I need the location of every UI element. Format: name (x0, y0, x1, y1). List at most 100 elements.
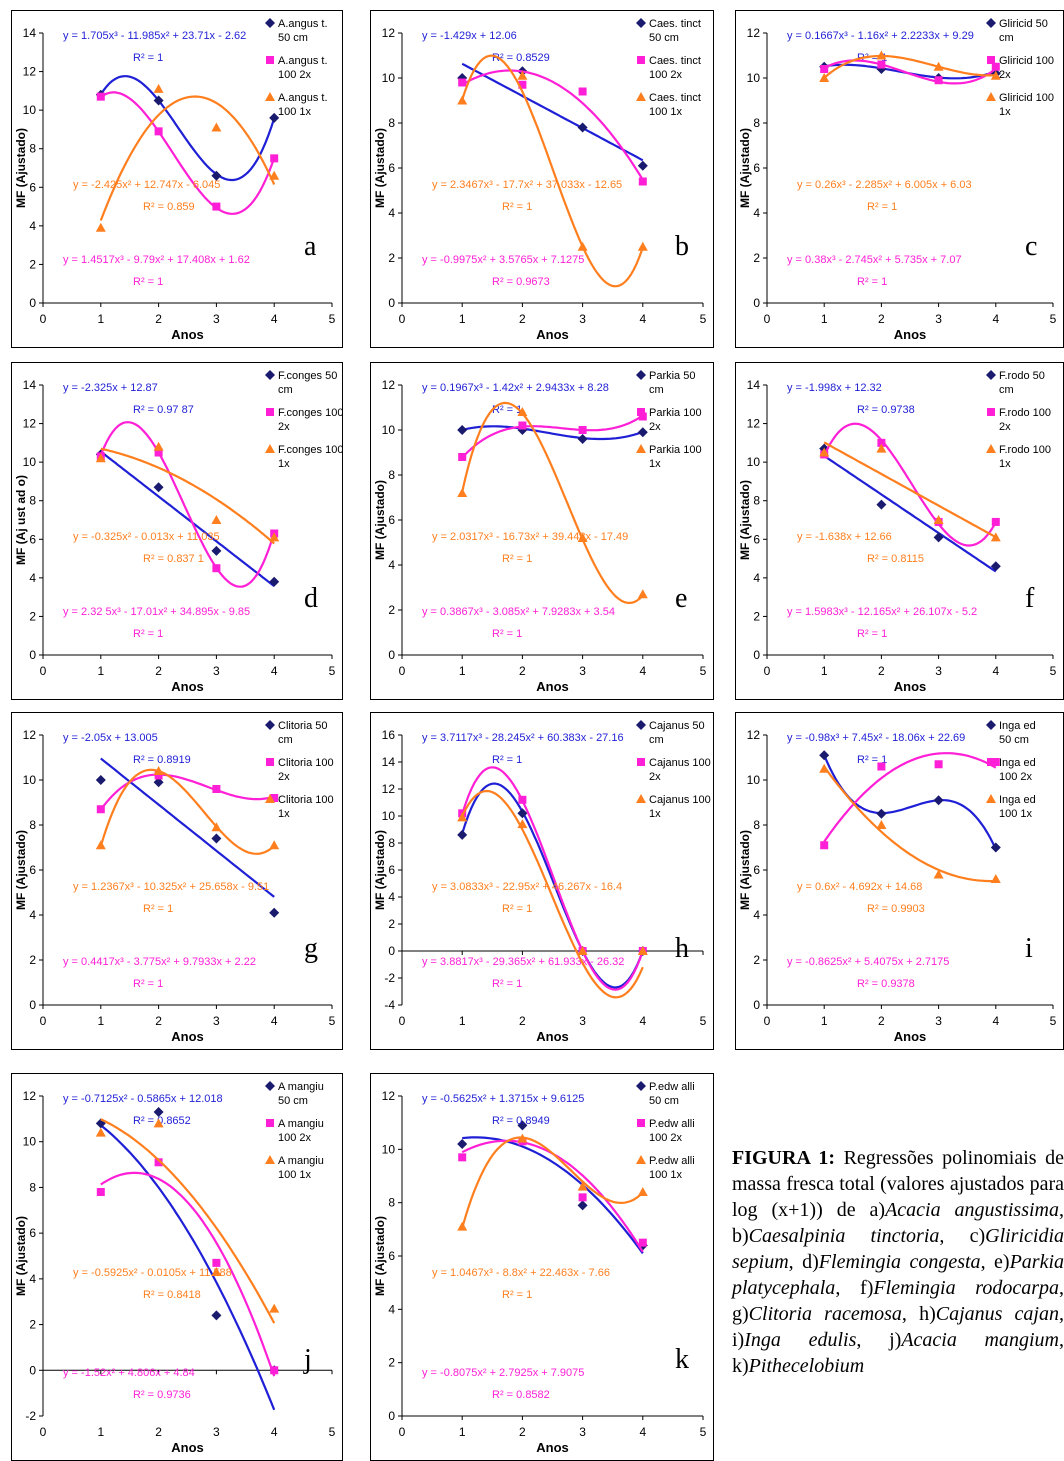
data-point-square (518, 80, 527, 89)
legend-label-line: Cajanus 100 (649, 757, 711, 769)
data-point-square (458, 78, 467, 87)
r-squared-label: R² = 1 (502, 903, 532, 915)
y-tick-label: 6 (29, 863, 36, 877)
data-point-triangle (211, 122, 222, 132)
fit-curve-orange (461, 789, 644, 999)
regression-equation: y = 2.0317x³ - 16.73x² + 39.448x - 17.49 (432, 531, 628, 543)
legend-marker-square (987, 758, 995, 766)
caption-species-item: i)Inga edulis (732, 1329, 856, 1351)
r-squared-label: R² = 1 (502, 1289, 532, 1301)
data-point-triangle (269, 532, 280, 542)
data-point-triangle (819, 73, 830, 82)
figure-caption: FIGURA 1: Regressões polinomiais de mass… (732, 1145, 1064, 1379)
x-tick-label: 1 (459, 664, 466, 678)
data-point-triangle (577, 1181, 588, 1191)
x-tick-label: 2 (155, 1425, 162, 1439)
r-squared-label: R² = 1 (492, 978, 522, 990)
data-point-diamond (211, 1310, 222, 1321)
legend-label-line: A mangiu (278, 1081, 324, 1093)
y-tick-label: 0 (753, 998, 760, 1012)
x-tick-label: 2 (155, 664, 162, 678)
y-tick-label: 10 (747, 455, 761, 469)
legend-label-line: F.conges 50 (278, 370, 337, 382)
caption-species-name: Acacia angustissima (885, 1199, 1059, 1221)
x-tick-label: 1 (821, 312, 828, 326)
y-tick-label: 8 (29, 494, 36, 508)
caption-species-letter: e) (994, 1251, 1010, 1273)
legend-marker-diamond (265, 1081, 275, 1091)
legend-marker-square (637, 758, 645, 766)
legend-marker-square (987, 56, 995, 64)
data-point-square (638, 1238, 647, 1247)
fit-curve-magenta (100, 1171, 276, 1377)
fit-curve-magenta (100, 91, 276, 215)
data-point-square (96, 805, 105, 814)
y-tick-label: 4 (29, 571, 36, 585)
regression-equation: y = 0.6x² - 4.692x + 14.68 (797, 881, 922, 893)
data-point-square (638, 177, 647, 186)
r-squared-label: R² = 1 (857, 276, 887, 288)
data-point-square (877, 438, 886, 447)
regression-equation: y = 3.7117x³ - 28.245x² + 60.383x - 27.1… (422, 732, 624, 744)
legend-marker-triangle (265, 1155, 275, 1164)
caption-species-item: c)Gliricidia sepium (732, 1225, 1064, 1273)
y-tick-label: 10 (382, 423, 396, 437)
legend-label-line: 100 1x (999, 808, 1033, 820)
x-tick-label: 1 (821, 1014, 828, 1028)
fit-curve-orange (461, 401, 644, 604)
fit-curve-blue (461, 62, 644, 162)
y-tick-label: 0 (29, 296, 36, 310)
y-axis-label: MF (Ajustado) (738, 830, 752, 910)
chart-panel-k: 0 2 4 6 8 10 12 0 1 2 3 4 5 Anos MF (Ajustado) k y = -0.… (370, 1073, 714, 1461)
x-tick-label: 3 (579, 664, 586, 678)
legend-marker-square (637, 56, 645, 64)
y-tick-label: 0 (29, 648, 36, 662)
regression-equation: y = 1.4517x³ - 9.79x² + 17.408x + 1.62 (63, 254, 250, 266)
legend-label-line: A.angus t. (278, 92, 328, 104)
y-tick-label: 12 (23, 1089, 37, 1103)
data-point-triangle (819, 447, 830, 457)
regression-equation: y = -2.325x + 12.87 (63, 382, 158, 394)
data-point-square (934, 760, 943, 769)
legend-label-line: 100 2x (649, 1132, 683, 1144)
fit-curve-orange (823, 54, 996, 79)
y-tick-label: 0 (753, 296, 760, 310)
r-squared-label: R² = 0.9378 (857, 978, 915, 990)
data-point-diamond (577, 434, 588, 444)
y-tick-label: 14 (747, 378, 761, 392)
x-tick-label: 5 (329, 312, 336, 326)
y-tick-label: 6 (753, 161, 760, 175)
caption-species-letter: a) (869, 1199, 886, 1221)
chart-panel-b: 0 2 4 6 8 10 12 0 1 2 3 4 5 Anos MF (Ajustado) b y = -1.… (370, 10, 714, 348)
fit-curve-blue (824, 63, 997, 80)
data-point-triangle (153, 766, 164, 775)
y-tick-label: 8 (388, 116, 395, 130)
y-tick-label: -4 (384, 998, 395, 1012)
r-squared-label: R² = 0.8652 (133, 1115, 191, 1127)
y-tick-label: 8 (388, 468, 395, 482)
y-tick-label: 12 (747, 26, 761, 40)
data-point-triangle (211, 515, 222, 524)
panel-letter: j (303, 1344, 312, 1375)
y-tick-label: 10 (382, 71, 396, 85)
data-point-triangle (153, 83, 164, 93)
y-tick-label: 8 (29, 818, 36, 832)
legend-label-line: Caes. tinct (649, 92, 701, 104)
x-tick-label: 2 (878, 664, 885, 678)
data-point-triangle (95, 222, 106, 232)
data-point-triangle (457, 812, 468, 822)
legend-marker-diamond (986, 720, 996, 730)
x-tick-label: 3 (935, 1014, 942, 1028)
x-tick-label: 4 (992, 1014, 999, 1028)
fit-curve-orange (100, 1118, 276, 1324)
x-tick-label: 1 (459, 1014, 466, 1028)
legend-marker-square (266, 408, 274, 416)
legend-marker-triangle (265, 92, 275, 101)
chart-panel-j: -2 0 2 4 6 8 10 12 0 1 2 3 4 5 Anos MF (Ajustado) j y = -… (11, 1073, 343, 1461)
x-axis-label: Anos (536, 327, 569, 342)
regression-equation: y = 1.5983x³ - 12.165x² + 26.107x - 5.2 (787, 606, 977, 618)
data-point-triangle (457, 95, 468, 105)
